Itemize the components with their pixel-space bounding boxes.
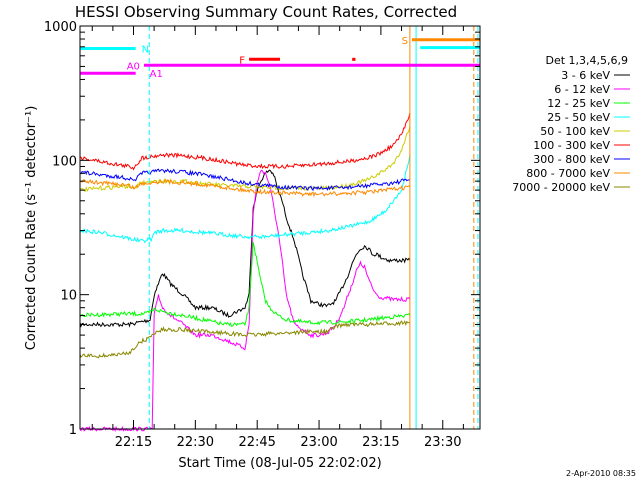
y-tick-label-2: 100 <box>52 154 77 169</box>
x-axis: 22:15 22:30 22:45 23:00 23:15 23:30 <box>91 26 464 450</box>
annotation-label-0: N <box>142 44 149 55</box>
series-line-7 <box>79 178 411 198</box>
x-tick-label-1: 22:30 <box>177 435 214 450</box>
legend-label-3: 25 - 50 keV <box>547 111 610 124</box>
plot-frame <box>79 25 481 430</box>
legend-label-1: 6 - 12 keV <box>554 83 610 96</box>
render-timestamp: 2-Apr-2010 08:35 <box>566 469 636 478</box>
series-line-1 <box>79 169 411 433</box>
annotation-label-2: A1 <box>150 69 163 80</box>
y-tick-label-3: 1000 <box>44 20 77 35</box>
chart-title: HESSI Observing Summary Count Rates, Cor… <box>75 3 457 21</box>
legend-label-7: 800 - 7000 keV <box>526 167 610 180</box>
legend-label-5: 100 - 300 keV <box>533 139 610 152</box>
y-tick-label-0: 1 <box>69 423 77 438</box>
legend-title: Det 1,3,4,5,6,9 <box>545 54 628 67</box>
x-tick-label-0: 22:15 <box>115 435 152 450</box>
series-line-8 <box>79 320 410 359</box>
series-line-5 <box>79 112 411 171</box>
series-line-4 <box>80 125 411 193</box>
x-tick-label-2: 22:45 <box>238 435 275 450</box>
annotation-label-3: F <box>239 55 245 66</box>
legend-label-4: 50 - 100 keV <box>540 125 610 138</box>
y-tick-label-1: 10 <box>60 289 77 304</box>
x-tick-label-4: 23:15 <box>362 435 399 450</box>
annotation-label-1: A0 <box>127 61 140 72</box>
x-tick-label-3: 23:00 <box>300 435 337 450</box>
annotation-label-5: S <box>402 36 408 47</box>
series-line-0 <box>79 169 411 328</box>
legend-label-0: 3 - 6 keV <box>561 69 610 82</box>
series-line-6 <box>79 168 411 192</box>
x-tick-label-5: 23:30 <box>424 435 461 450</box>
legend-label-8: 7000 - 20000 keV <box>512 181 610 194</box>
y-axis: 1 10 100 1000 <box>44 20 480 438</box>
legend-label-6: 300 - 800 keV <box>533 153 610 166</box>
x-axis-label: Start Time (08-Jul-05 22:02:02) <box>178 456 381 471</box>
series-line-3 <box>79 154 411 244</box>
series-line-2 <box>79 241 411 327</box>
legend-label-2: 12 - 25 keV <box>547 97 610 110</box>
y-axis-label: Corrected Count Rate (s⁻¹ detector⁻¹) <box>24 106 39 351</box>
plot-area: NA0 A1 F S <box>79 26 480 433</box>
